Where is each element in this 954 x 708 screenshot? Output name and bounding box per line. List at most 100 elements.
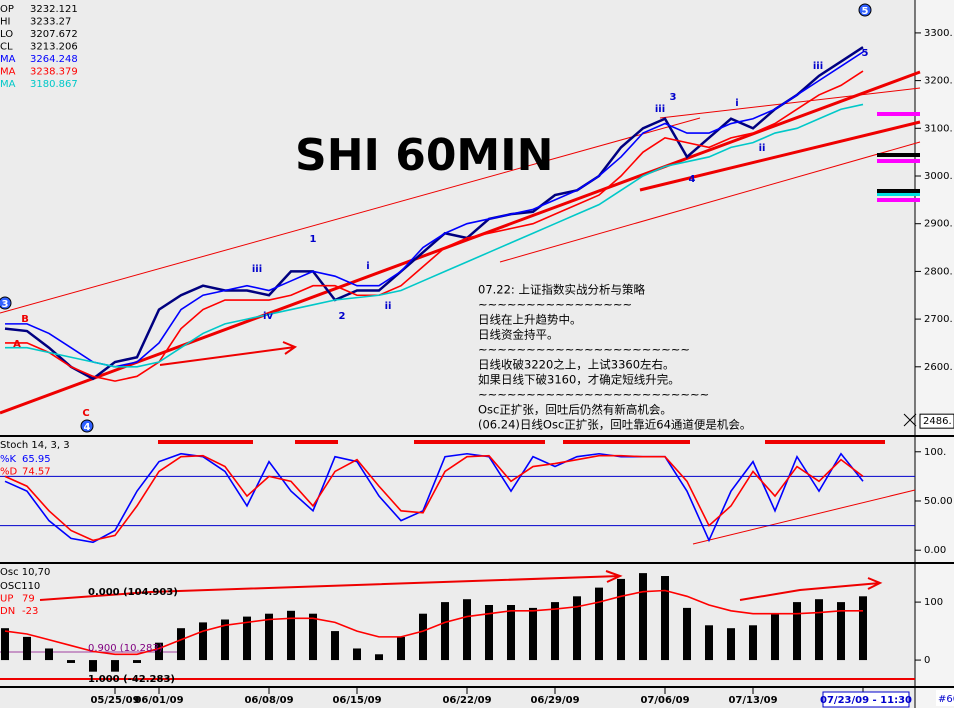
panel-title: Osc 10,70 — [0, 567, 50, 578]
series-line — [5, 51, 864, 368]
wave-label: iii — [252, 264, 262, 275]
readout-name: MA — [0, 67, 16, 78]
last-price-label: 2486. — [923, 416, 952, 427]
series-line — [4, 454, 864, 542]
readout-name: OP — [0, 4, 14, 15]
axis-column — [915, 0, 954, 708]
bar — [705, 625, 713, 661]
note-line: Osc正扩张，回吐后仍然有新高机会。 — [478, 403, 672, 417]
x-tick-label: 06/15/09 — [332, 695, 381, 706]
bar — [771, 613, 779, 661]
y-tick-label: 100 — [924, 597, 943, 608]
marker — [877, 193, 920, 196]
wave-label: iv — [263, 311, 273, 322]
y-tick-label: 2900. — [924, 219, 953, 230]
bar — [639, 573, 647, 661]
bar — [221, 619, 229, 661]
wave-label: A — [13, 339, 21, 350]
x-tick-label: 07/13/09 — [728, 695, 777, 706]
bar — [551, 602, 559, 661]
bar — [45, 648, 53, 661]
x-tick-label: 06/22/09 — [442, 695, 491, 706]
wave-label: iii — [655, 104, 665, 115]
marker — [877, 159, 920, 163]
osc-annotation: 0.000 (104.903) — [88, 587, 178, 598]
trend-line — [0, 70, 921, 415]
readout-value: -23 — [22, 606, 38, 617]
marker — [877, 198, 920, 202]
arrow — [739, 577, 883, 601]
note-line: (06.24)日线Osc正扩张，回吐靠近64通道便是机会。 — [478, 418, 751, 432]
wave-label: 4 — [689, 174, 696, 185]
bar — [529, 607, 537, 661]
series-line — [5, 70, 864, 382]
readout-name: MA — [0, 54, 16, 65]
marker — [877, 189, 920, 193]
bar — [331, 631, 339, 661]
readout-name: UP — [0, 594, 13, 605]
chart-title: SHI 60MIN — [295, 130, 553, 181]
readout-name: MA — [0, 79, 16, 90]
bar — [111, 660, 119, 672]
wave-label: B — [21, 314, 29, 325]
wave-label: 3 — [670, 92, 677, 103]
wave-label: 5 — [862, 48, 869, 59]
note-line: ~~~~~~~~~~~~~~~~ — [478, 298, 632, 312]
panel-title: Stoch 14, 3, 3 — [0, 440, 70, 451]
y-tick-label: 50.00 — [924, 496, 953, 507]
y-tick-label: 3000. — [924, 171, 953, 182]
readout-name: %K — [0, 454, 17, 465]
bar — [617, 578, 625, 661]
trend-line — [639, 120, 921, 192]
bar — [859, 596, 867, 661]
bar — [199, 622, 207, 661]
x-tick-label: 07/23/09 - 11:30 — [820, 695, 912, 706]
y-tick-label: 2600. — [924, 362, 953, 373]
date-highlight — [822, 691, 910, 708]
bar — [265, 613, 273, 661]
bar — [727, 628, 735, 661]
wave-label: 5 — [862, 6, 869, 17]
readout-name: CL — [0, 42, 13, 53]
y-tick-label: 3300. — [924, 28, 953, 39]
arrow — [39, 570, 623, 601]
wave-label: 2 — [339, 311, 346, 322]
readout-value: 79 — [22, 594, 35, 605]
x-tick-label: 06/01/09 — [134, 695, 183, 706]
bar — [67, 660, 75, 663]
bar — [683, 607, 691, 661]
wave-label: 4 — [84, 422, 91, 433]
crosshair — [903, 413, 917, 427]
y-tick-label: 3100. — [924, 123, 953, 134]
readout-value: 3213.206 — [30, 42, 78, 53]
readout-name: LO — [0, 29, 13, 40]
wave-label: i — [366, 261, 369, 272]
series-line — [5, 103, 864, 368]
wave-label: 3 — [2, 299, 9, 310]
bar — [155, 642, 163, 661]
bar — [177, 628, 185, 661]
readout-value: 65.95 — [22, 454, 51, 465]
trend-line — [499, 141, 921, 263]
note-line: 07.22: 上证指数实战分析与策略 — [478, 283, 645, 297]
note-line: 日线在上升趋势中。 — [478, 313, 582, 327]
x-tick-label: 06/08/09 — [244, 695, 293, 706]
wave-label: i — [735, 98, 738, 109]
readout-value: 3180.867 — [30, 79, 78, 90]
note-line: ~~~~~~~~~~~~~~~~~~~~~~ — [478, 343, 690, 357]
readout-name: %D — [0, 467, 18, 478]
wave-circle — [80, 419, 94, 433]
readout-name: HI — [0, 17, 10, 28]
bar — [419, 613, 427, 661]
marker — [877, 112, 920, 116]
bar — [309, 613, 317, 661]
timeframe-box — [936, 690, 954, 706]
bar — [815, 599, 823, 661]
x-tick-label: 06/29/09 — [530, 695, 579, 706]
bar — [507, 605, 515, 661]
wave-circle — [858, 3, 872, 17]
arrow — [159, 341, 298, 366]
note-line: 如果日线下破3160，才确定短线升完。 — [478, 373, 680, 387]
note-line: 日线资金持平。 — [478, 328, 559, 342]
